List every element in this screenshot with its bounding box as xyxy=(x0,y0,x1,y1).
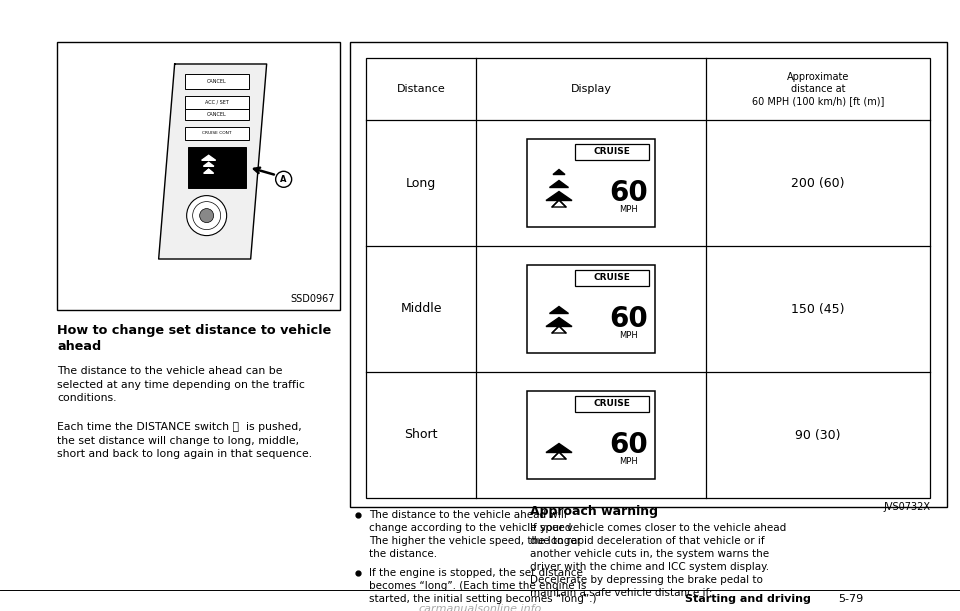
Text: If the engine is stopped, the set distance
becomes “long”. (Each time the engine: If the engine is stopped, the set distan… xyxy=(369,568,596,604)
Polygon shape xyxy=(552,452,566,459)
Text: Short: Short xyxy=(404,428,438,442)
Polygon shape xyxy=(158,64,267,259)
Polygon shape xyxy=(204,169,214,174)
Polygon shape xyxy=(546,444,572,453)
Bar xyxy=(184,74,249,89)
Bar xyxy=(366,58,930,498)
Text: CRUISE: CRUISE xyxy=(593,147,631,156)
Text: MPH: MPH xyxy=(619,458,638,467)
Bar xyxy=(187,147,246,188)
Text: CRUISE: CRUISE xyxy=(593,400,631,409)
Polygon shape xyxy=(205,169,212,172)
Text: CRUISE: CRUISE xyxy=(593,274,631,282)
Bar xyxy=(575,270,649,286)
Text: MPH: MPH xyxy=(619,332,638,340)
Polygon shape xyxy=(546,318,572,326)
Text: 200 (60): 200 (60) xyxy=(791,177,845,189)
Text: How to change set distance to vehicle
ahead: How to change set distance to vehicle ah… xyxy=(57,324,331,353)
Polygon shape xyxy=(546,191,572,200)
Polygon shape xyxy=(552,326,566,333)
Circle shape xyxy=(193,202,221,230)
Text: Long: Long xyxy=(406,177,436,189)
Text: Each time the DISTANCE switch Ⓐ  is pushed,
the set distance will change to long: Each time the DISTANCE switch Ⓐ is pushe… xyxy=(57,422,312,459)
Text: Middle: Middle xyxy=(400,302,442,315)
Circle shape xyxy=(200,208,214,222)
Polygon shape xyxy=(553,169,565,175)
Text: Display: Display xyxy=(570,84,612,94)
Text: Approach warning: Approach warning xyxy=(530,505,658,518)
Bar xyxy=(184,96,249,109)
Polygon shape xyxy=(202,155,216,160)
Bar xyxy=(575,144,649,160)
Text: 5-79: 5-79 xyxy=(838,594,863,604)
Text: 60: 60 xyxy=(610,431,648,459)
Text: carmanualsonline.info: carmanualsonline.info xyxy=(419,604,541,611)
Text: Distance: Distance xyxy=(396,84,445,94)
Bar xyxy=(575,396,649,412)
Text: CRUISE CONT: CRUISE CONT xyxy=(202,131,231,136)
Text: JVS0732X: JVS0732X xyxy=(883,502,930,512)
Text: Starting and driving: Starting and driving xyxy=(685,594,811,604)
Bar xyxy=(527,391,655,479)
Text: If your vehicle comes closer to the vehicle ahead
due to rapid deceleration of t: If your vehicle comes closer to the vehi… xyxy=(530,523,786,598)
Bar xyxy=(57,42,340,310)
Text: Approximate
distance at
60 MPH (100 km/h) [ft (m)]: Approximate distance at 60 MPH (100 km/h… xyxy=(752,71,884,106)
Text: The distance to the vehicle ahead will
change according to the vehicle speed.
Th: The distance to the vehicle ahead will c… xyxy=(369,510,581,559)
Text: 60: 60 xyxy=(610,305,648,333)
Bar xyxy=(350,42,947,507)
Text: MPH: MPH xyxy=(619,205,638,214)
Text: 60: 60 xyxy=(610,179,648,207)
Polygon shape xyxy=(204,163,214,166)
Bar xyxy=(184,109,249,120)
Bar xyxy=(527,265,655,353)
Text: The distance to the vehicle ahead can be
selected at any time depending on the t: The distance to the vehicle ahead can be… xyxy=(57,366,305,403)
Text: 150 (45): 150 (45) xyxy=(791,302,845,315)
Circle shape xyxy=(186,196,227,236)
Bar xyxy=(184,127,249,140)
Text: CANCEL: CANCEL xyxy=(206,79,227,84)
Circle shape xyxy=(276,171,292,188)
Text: CANCEL: CANCEL xyxy=(206,112,227,117)
Text: 90 (30): 90 (30) xyxy=(795,428,841,442)
Text: A: A xyxy=(280,175,287,184)
Polygon shape xyxy=(552,200,566,207)
Polygon shape xyxy=(549,180,568,188)
Polygon shape xyxy=(549,307,568,313)
Text: ACC / SET: ACC / SET xyxy=(204,100,228,105)
Text: SSD0967: SSD0967 xyxy=(291,294,335,304)
Bar xyxy=(527,139,655,227)
